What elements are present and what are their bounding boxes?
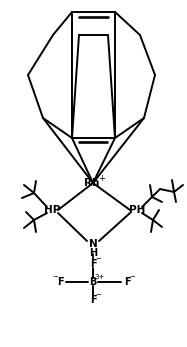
Text: −: −: [95, 292, 101, 298]
Text: N: N: [89, 239, 97, 249]
Text: Rh: Rh: [84, 178, 100, 188]
Text: −: −: [129, 274, 135, 280]
Text: 3+: 3+: [95, 274, 105, 280]
Text: B: B: [89, 277, 97, 287]
Text: HP: HP: [44, 205, 60, 215]
Text: H: H: [89, 248, 97, 258]
Text: F: F: [90, 295, 96, 305]
Text: F: F: [57, 277, 63, 287]
Text: −: −: [52, 274, 58, 280]
Text: +: +: [99, 174, 105, 183]
Text: F: F: [90, 259, 96, 269]
Text: −: −: [95, 256, 101, 262]
Text: F: F: [124, 277, 130, 287]
Text: PH: PH: [129, 205, 145, 215]
